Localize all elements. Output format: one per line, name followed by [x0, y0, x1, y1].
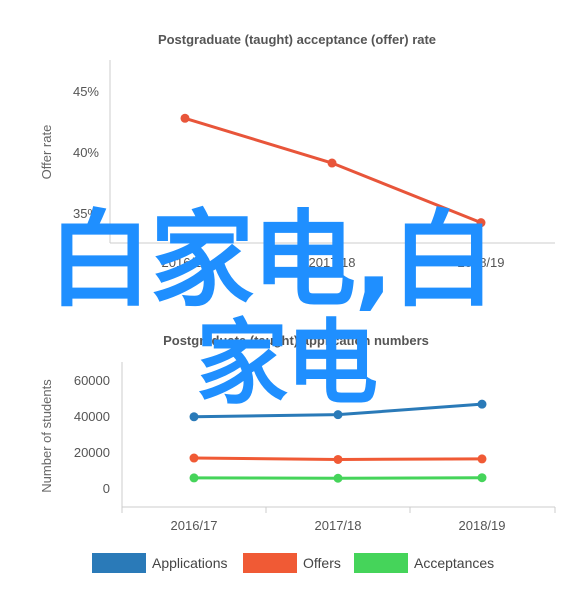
chart1-xtick-3: 2018/19: [458, 255, 505, 270]
chart2-series-2-point-2[interactable]: [477, 473, 487, 483]
chart2-ytick-0: 0: [103, 481, 110, 496]
chart2-series-0-point-1[interactable]: [333, 410, 343, 420]
chart1-y-axis-title: Offer rate: [39, 125, 54, 180]
legend-item-acceptances[interactable]: Acceptances: [354, 553, 494, 573]
chart1-series-0-point-2[interactable]: [476, 218, 486, 228]
legend-label-acceptances: Acceptances: [414, 555, 494, 571]
legend-swatch-applications: [92, 553, 146, 573]
chart1-title: Postgraduate (taught) acceptance (offer)…: [158, 32, 436, 47]
legend-item-offers[interactable]: Offers: [243, 553, 341, 573]
chart2-ytick-60000: 60000: [74, 373, 110, 388]
chart2-y-axis-title: Number of students: [39, 379, 54, 493]
chart-offer-rate: Postgraduate (taught) acceptance (offer)…: [39, 32, 555, 270]
legend-item-applications[interactable]: Applications: [92, 553, 228, 573]
chart1-xtick-1: 2016/17: [162, 255, 209, 270]
chart2-series-0-point-0[interactable]: [189, 412, 199, 422]
chart1-xtick-2: 2017/18: [309, 255, 356, 270]
chart2-series-group: [189, 399, 487, 483]
chart2-series-1-point-2[interactable]: [477, 454, 487, 464]
chart2-legend: Applications Offers Acceptances: [92, 553, 494, 573]
chart1-series-group: [180, 113, 486, 228]
legend-swatch-acceptances: [354, 553, 408, 573]
chart2-ytick-40000: 40000: [74, 409, 110, 424]
legend-label-applications: Applications: [152, 555, 228, 571]
chart2-xtick-2: 2017/18: [315, 518, 362, 533]
chart1-series-0-point-1[interactable]: [327, 158, 337, 168]
chart2-series-2-point-0[interactable]: [189, 473, 199, 483]
chart2-ytick-20000: 20000: [74, 445, 110, 460]
chart1-ytick-35: 35%: [73, 206, 99, 221]
chart1-series-0-point-0[interactable]: [180, 113, 190, 123]
chart2-series-1-point-1[interactable]: [333, 454, 343, 464]
chart2-series-2-point-1[interactable]: [333, 473, 343, 483]
legend-swatch-offers: [243, 553, 297, 573]
chart2-xtick-1: 2016/17: [171, 518, 218, 533]
chart2-series-1-point-0[interactable]: [189, 453, 199, 463]
chart1-ytick-45: 45%: [73, 84, 99, 99]
chart-application-numbers: Postgraduate (taught) application number…: [39, 333, 556, 573]
legend-label-offers: Offers: [303, 555, 341, 571]
chart1-series-0-line: [184, 116, 482, 225]
chart2-xtick-3: 2018/19: [459, 518, 506, 533]
chart1-ytick-40: 40%: [73, 145, 99, 160]
chart2-series-0-point-2[interactable]: [477, 399, 487, 409]
chart2-title: Postgraduate (taught) application number…: [163, 333, 429, 348]
